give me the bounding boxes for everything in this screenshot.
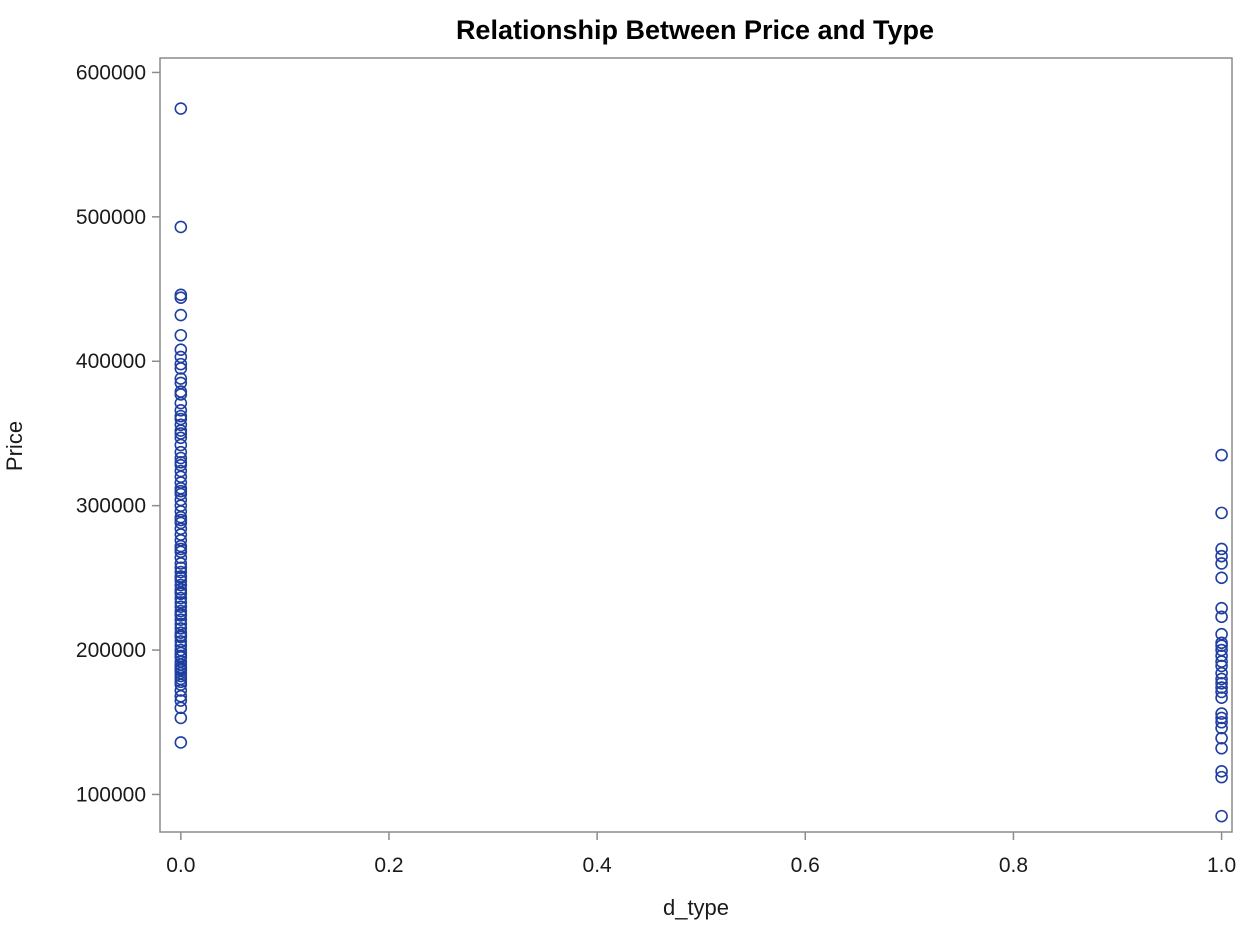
data-point <box>174 684 188 697</box>
data-point <box>1215 685 1228 699</box>
data-point <box>174 372 188 385</box>
data-point <box>1215 691 1228 705</box>
data-point <box>174 622 188 635</box>
y-tick-label: 200000 <box>76 639 146 662</box>
y-axis: 100000 200000 300000 400000 500000 600000 <box>76 61 160 806</box>
data-point <box>1215 636 1228 650</box>
x-tick-label: 0.8 <box>999 854 1028 877</box>
data-point <box>174 418 188 432</box>
data-point <box>174 694 188 707</box>
x-tick-label: 0.2 <box>374 854 403 877</box>
data-point <box>1215 659 1228 673</box>
data-point <box>1215 676 1228 690</box>
data-point <box>1215 542 1228 556</box>
data-point <box>1215 741 1228 755</box>
data-point <box>174 404 188 417</box>
data-point <box>174 629 188 642</box>
data-point <box>174 571 188 585</box>
data-point <box>174 711 188 725</box>
data-point <box>1215 681 1228 694</box>
x-tick-label: 0.0 <box>166 854 195 877</box>
y-tick-label: 500000 <box>76 206 146 229</box>
data-point <box>1215 601 1228 615</box>
data-point <box>174 649 188 663</box>
data-point <box>174 600 188 614</box>
data-point <box>174 451 188 465</box>
plot-frame <box>159 57 1233 833</box>
data-point <box>1215 731 1228 745</box>
data-point <box>1215 721 1228 735</box>
data-point <box>174 102 188 115</box>
data-point <box>174 701 188 715</box>
data-point <box>174 343 188 356</box>
data-point <box>174 456 188 469</box>
data-point <box>1215 672 1228 686</box>
data-points <box>174 102 1228 823</box>
data-point <box>174 308 188 322</box>
data-point <box>174 662 188 676</box>
data-point <box>174 396 188 410</box>
data-point <box>174 551 188 564</box>
y-tick-label: 400000 <box>76 350 146 373</box>
data-point <box>1215 506 1228 520</box>
data-point <box>1215 610 1228 624</box>
data-point <box>1215 809 1228 823</box>
data-point <box>174 220 188 234</box>
x-tick-label: 1.0 <box>1207 854 1236 877</box>
data-point <box>174 557 188 570</box>
data-point <box>174 736 188 749</box>
data-point <box>1215 448 1228 462</box>
data-point <box>1215 765 1228 778</box>
data-point <box>174 328 188 342</box>
data-point <box>174 445 188 459</box>
data-point <box>174 613 188 627</box>
data-point <box>174 675 188 689</box>
y-axis-label: Price <box>2 421 27 471</box>
data-point <box>174 388 188 401</box>
data-point <box>174 561 188 575</box>
data-point <box>174 357 188 371</box>
data-point <box>174 565 188 579</box>
data-point <box>1215 557 1228 570</box>
y-tick-label: 300000 <box>76 495 146 518</box>
data-point <box>174 431 188 445</box>
x-tick-label: 0.6 <box>791 854 820 877</box>
data-point <box>1215 549 1228 563</box>
data-point <box>1215 571 1228 585</box>
data-point <box>174 542 188 556</box>
data-point <box>174 362 188 375</box>
data-point <box>1215 649 1228 663</box>
data-point <box>174 427 188 440</box>
x-axis: 0.0 0.2 0.4 0.6 0.8 1.0 <box>166 832 1236 877</box>
data-point <box>174 409 188 423</box>
x-tick-label: 0.4 <box>583 854 613 877</box>
data-point <box>174 585 188 599</box>
chart-title: Relationship Between Price and Type <box>456 15 934 45</box>
data-point <box>174 578 188 592</box>
data-point <box>174 607 188 621</box>
data-point <box>1215 770 1228 784</box>
data-point <box>1215 711 1228 725</box>
data-point <box>174 291 188 305</box>
y-tick-label: 600000 <box>76 61 146 84</box>
data-point <box>174 484 188 498</box>
data-point <box>1215 715 1228 729</box>
data-point <box>1215 707 1228 720</box>
x-axis-label: d_type <box>663 895 729 920</box>
data-point <box>174 513 188 527</box>
data-point <box>174 591 188 605</box>
data-point <box>1215 655 1228 668</box>
y-tick-label: 100000 <box>76 783 146 806</box>
